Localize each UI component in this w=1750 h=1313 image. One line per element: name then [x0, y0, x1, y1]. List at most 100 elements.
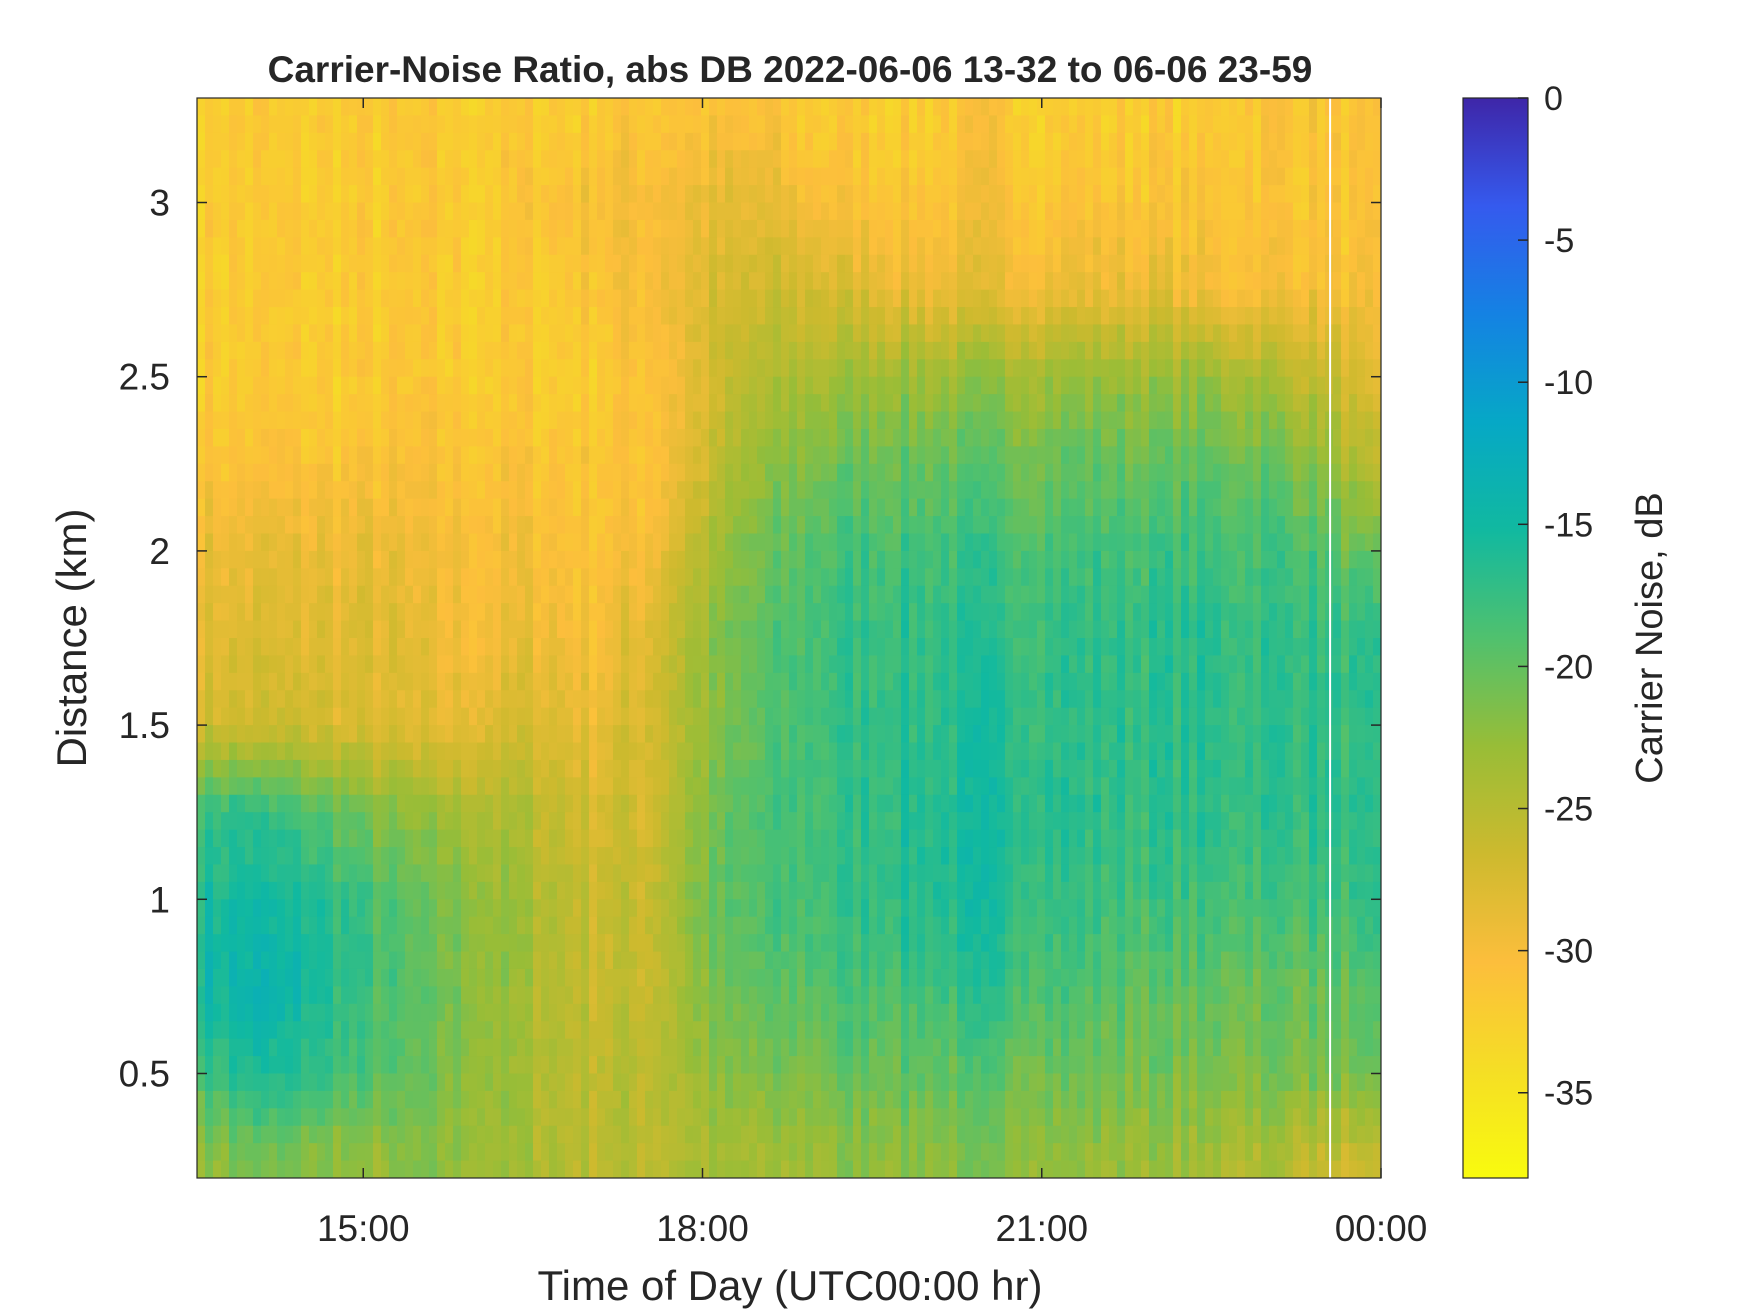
- heatmap-cell: [357, 498, 366, 517]
- heatmap-cell: [573, 498, 582, 517]
- heatmap-cell: [549, 777, 558, 796]
- heatmap-cell: [757, 550, 766, 569]
- heatmap-cell: [317, 463, 326, 482]
- heatmap-cell: [765, 777, 774, 796]
- heatmap-cell: [701, 254, 710, 273]
- heatmap-cell: [549, 794, 558, 813]
- heatmap-cell: [413, 446, 422, 465]
- heatmap-cell: [605, 777, 614, 796]
- heatmap-cell: [293, 1038, 302, 1057]
- heatmap-cell: [341, 132, 350, 151]
- heatmap-cell: [645, 1038, 654, 1057]
- heatmap-cell: [309, 690, 318, 709]
- heatmap-cell: [581, 690, 590, 709]
- heatmap-cell: [285, 603, 294, 622]
- heatmap-cell: [437, 1125, 446, 1144]
- heatmap-cell: [437, 672, 446, 691]
- heatmap-cell: [749, 707, 758, 726]
- heatmap-cell: [509, 219, 518, 238]
- heatmap-cell: [605, 359, 614, 378]
- heatmap-cell: [245, 132, 254, 151]
- heatmap-cell: [437, 916, 446, 935]
- heatmap-cell: [813, 968, 822, 987]
- heatmap-cell: [773, 1108, 782, 1127]
- heatmap-cell: [405, 533, 414, 552]
- heatmap-cell: [469, 324, 478, 343]
- heatmap-cell: [549, 934, 558, 953]
- heatmap-cell: [485, 968, 494, 987]
- heatmap-cell: [317, 550, 326, 569]
- heatmap-cell: [485, 98, 494, 117]
- heatmap-cell: [541, 115, 550, 134]
- heatmap-cell: [725, 951, 734, 970]
- heatmap-cell: [413, 289, 422, 308]
- heatmap-cell: [797, 881, 806, 900]
- heatmap-cell: [333, 725, 342, 744]
- heatmap-cell: [261, 185, 270, 204]
- heatmap-cell: [821, 1021, 830, 1040]
- heatmap-cell: [341, 289, 350, 308]
- heatmap-cell: [565, 951, 574, 970]
- heatmap-cell: [501, 307, 510, 326]
- heatmap-cell: [333, 550, 342, 569]
- heatmap-cell: [293, 603, 302, 622]
- heatmap-cell: [461, 359, 470, 378]
- heatmap-cell: [485, 1125, 494, 1144]
- heatmap-cell: [381, 324, 390, 343]
- heatmap-cell: [389, 1108, 398, 1127]
- heatmap-cell: [557, 446, 566, 465]
- heatmap-cell: [685, 307, 694, 326]
- heatmap-cell: [621, 620, 630, 639]
- heatmap-cell: [237, 1056, 246, 1075]
- heatmap-cell: [541, 986, 550, 1005]
- heatmap-cell: [717, 968, 726, 987]
- heatmap-cell: [597, 376, 606, 395]
- heatmap-cell: [549, 620, 558, 639]
- heatmap-cell: [661, 638, 670, 657]
- heatmap-cell: [229, 324, 238, 343]
- heatmap-cell: [757, 707, 766, 726]
- heatmap-cell: [221, 707, 230, 726]
- heatmap-cell: [789, 359, 798, 378]
- heatmap-cell: [701, 219, 710, 238]
- heatmap-cell: [557, 585, 566, 604]
- heatmap-cell: [357, 550, 366, 569]
- heatmap-cell: [237, 812, 246, 831]
- heatmap-cell: [685, 638, 694, 657]
- heatmap-cell: [797, 968, 806, 987]
- heatmap-cell: [245, 864, 254, 883]
- heatmap-cell: [637, 1160, 646, 1178]
- heatmap-cell: [229, 550, 238, 569]
- heatmap-cell: [549, 324, 558, 343]
- heatmap-cell: [197, 463, 206, 482]
- heatmap-cell: [629, 115, 638, 134]
- heatmap-cell: [621, 777, 630, 796]
- heatmap-cell: [797, 411, 806, 430]
- heatmap-cell: [213, 324, 222, 343]
- heatmap-cell: [533, 481, 542, 500]
- heatmap-cell: [693, 411, 702, 430]
- heatmap-cell: [533, 411, 542, 430]
- heatmap-cell: [821, 829, 830, 848]
- heatmap-cell: [821, 794, 830, 813]
- heatmap-cell: [469, 1125, 478, 1144]
- heatmap-cell: [557, 829, 566, 848]
- heatmap-cell: [805, 446, 814, 465]
- heatmap-cell: [717, 707, 726, 726]
- heatmap-cell: [397, 672, 406, 691]
- heatmap-cell: [741, 498, 750, 517]
- heatmap-cell: [685, 568, 694, 587]
- heatmap-cell: [365, 376, 374, 395]
- heatmap-cell: [581, 1108, 590, 1127]
- heatmap-cell: [237, 132, 246, 151]
- heatmap-cell: [253, 446, 262, 465]
- heatmap-cell: [677, 237, 686, 256]
- heatmap-cell: [381, 829, 390, 848]
- heatmap-cell: [709, 1073, 718, 1092]
- heatmap-cell: [557, 202, 566, 221]
- heatmap-cell: [237, 794, 246, 813]
- heatmap-cell: [253, 150, 262, 169]
- heatmap-cell: [549, 254, 558, 273]
- heatmap-cell: [445, 428, 454, 447]
- heatmap-cell: [717, 725, 726, 744]
